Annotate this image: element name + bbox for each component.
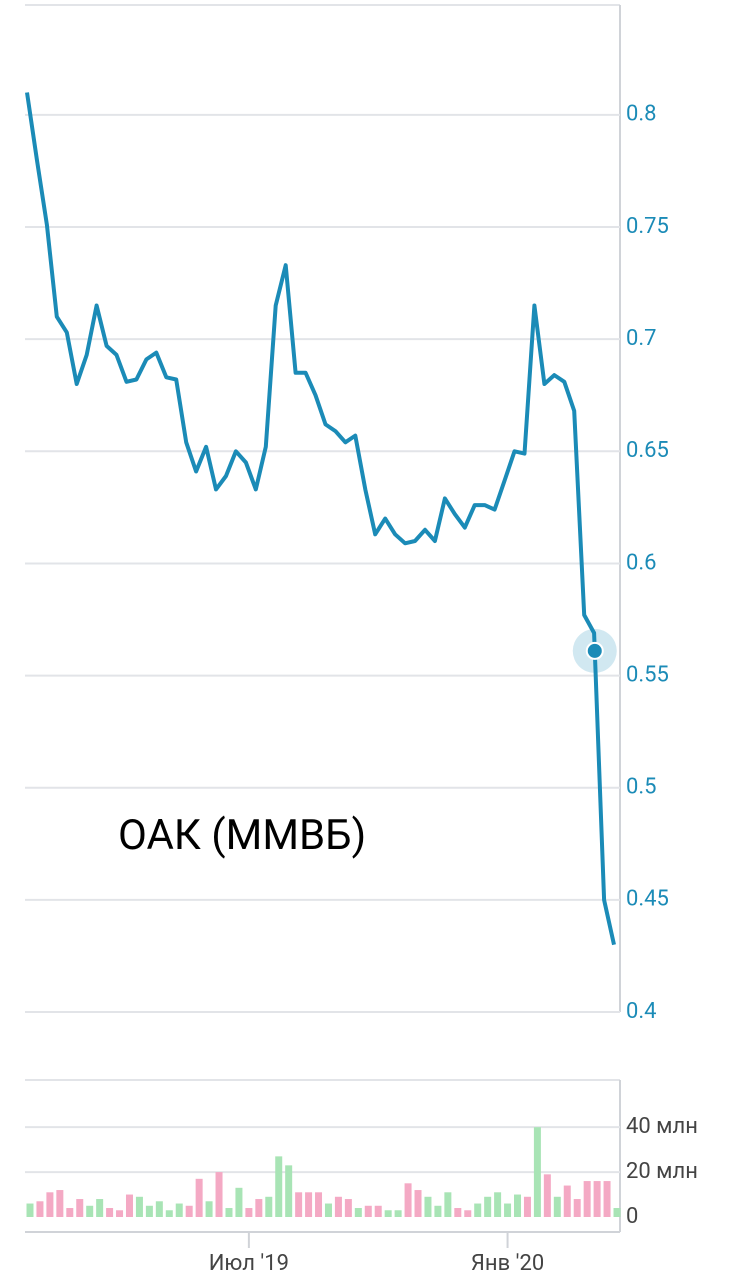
volume-bar — [36, 1201, 44, 1217]
y-tick-label: 0.45 — [626, 887, 669, 912]
y-tick-label: 40 млн — [626, 1114, 698, 1139]
volume-bar — [414, 1190, 422, 1217]
volume-bar — [583, 1181, 591, 1217]
volume-bar — [334, 1196, 342, 1217]
volume-bar — [344, 1199, 352, 1217]
volume-bar — [394, 1210, 402, 1217]
volume-bar — [165, 1210, 173, 1217]
volume-bar — [225, 1208, 233, 1217]
grid-layer — [25, 113, 620, 1174]
volume-bar — [66, 1208, 74, 1217]
y-tick-label: 0.5 — [626, 775, 657, 800]
volume-bar — [46, 1192, 54, 1217]
volume-bar — [86, 1205, 94, 1217]
volume-bar — [424, 1196, 432, 1217]
y-tick-label: 20 млн — [626, 1159, 698, 1184]
volume-bar — [295, 1192, 303, 1217]
volume-bar — [434, 1205, 442, 1217]
volume-bar — [26, 1203, 34, 1217]
volume-bar — [374, 1205, 382, 1217]
volume-bar — [523, 1196, 531, 1217]
volume-bar — [285, 1165, 293, 1217]
volume-bar — [255, 1199, 263, 1217]
volume-bar — [185, 1205, 193, 1217]
volume-bar — [305, 1192, 313, 1217]
volume-bar — [514, 1194, 522, 1217]
volume-bar — [265, 1196, 273, 1217]
volume-bar — [354, 1208, 362, 1217]
y-tick-label: 0.7 — [626, 326, 657, 351]
volume-bar — [175, 1203, 183, 1217]
volume-bar — [404, 1183, 412, 1217]
volume-bar — [364, 1205, 372, 1217]
volume-bar — [324, 1203, 332, 1217]
x-tick-label: Июл '19 — [209, 1251, 289, 1276]
volume-bar — [235, 1187, 243, 1217]
volume-bar — [145, 1205, 153, 1217]
volume-bar — [603, 1181, 611, 1217]
volume-bar — [56, 1190, 64, 1217]
y-tick-label: 0.4 — [626, 999, 657, 1024]
x-tick-label: Янв '20 — [471, 1251, 544, 1276]
volume-bar — [315, 1192, 323, 1217]
volume-bar — [215, 1172, 223, 1217]
y-tick-label: 0.55 — [626, 662, 669, 687]
volume-bar — [573, 1199, 581, 1217]
volume-bar — [384, 1210, 392, 1217]
volume-bar — [533, 1127, 541, 1217]
y-tick-label: 0.8 — [626, 102, 657, 127]
volume-bar — [454, 1208, 462, 1217]
volume-bar — [494, 1192, 502, 1217]
annotation: ОАК (ММВБ) — [118, 811, 366, 860]
y-tick-label: 0.6 — [626, 550, 657, 575]
volume-bar — [553, 1196, 561, 1217]
volume-bar — [245, 1208, 253, 1217]
volume-bar — [195, 1178, 203, 1217]
volume-bar — [563, 1185, 571, 1217]
volume-bar — [543, 1174, 551, 1217]
y-tick-label: 0.65 — [626, 438, 669, 463]
volume-bar — [593, 1181, 601, 1217]
volume-bar — [155, 1201, 163, 1217]
volume-bar — [275, 1156, 283, 1217]
y-tick-label: 0 — [626, 1204, 638, 1229]
price-line — [25, 92, 616, 946]
volume-bar — [106, 1208, 114, 1217]
volume-bar — [474, 1203, 482, 1217]
volume-bar — [464, 1210, 472, 1217]
volume-bar — [116, 1210, 124, 1217]
volume-bar — [76, 1199, 84, 1217]
volume-bar — [504, 1203, 512, 1217]
y-tick-label: 0.75 — [626, 214, 669, 239]
volume-bar — [444, 1192, 452, 1217]
volume-bar — [205, 1201, 213, 1217]
volume-bar — [125, 1194, 133, 1217]
volume-bar — [613, 1208, 621, 1217]
marker — [585, 641, 604, 660]
volume-bar — [96, 1199, 104, 1217]
volume-bar — [484, 1196, 492, 1217]
volume-bar — [135, 1196, 143, 1217]
